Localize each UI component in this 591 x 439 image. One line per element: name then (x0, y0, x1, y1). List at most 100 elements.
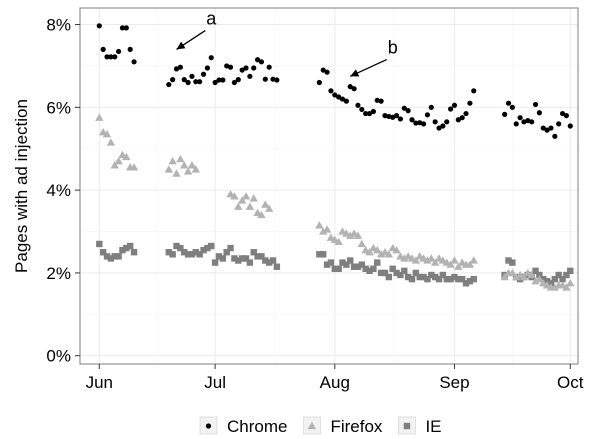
chrome-point (328, 88, 334, 94)
ie-point (96, 240, 103, 248)
firefox-point (249, 194, 258, 202)
chrome-point (200, 71, 207, 77)
chrome-point (556, 121, 562, 127)
chrome-point (409, 117, 415, 123)
ie-point (532, 267, 539, 275)
annotation-b-arrowhead (350, 69, 360, 77)
ie-point (408, 275, 416, 283)
firefox-point (376, 250, 386, 258)
chrome-point (517, 115, 523, 121)
chrome-point (455, 117, 461, 123)
ie-point (466, 278, 474, 285)
firefox-point (469, 256, 478, 264)
firefox-point (392, 245, 401, 254)
chrome-point (451, 102, 458, 108)
firefox-point (562, 283, 571, 291)
firefox-point (346, 231, 355, 239)
ie-point (107, 255, 115, 262)
ie-point (393, 269, 400, 277)
ie-point (103, 253, 111, 260)
chrome-point (440, 123, 446, 129)
firefox-point (411, 256, 421, 264)
legend-item-ie: IE (398, 416, 442, 436)
ie-point (254, 253, 261, 260)
ie-point (115, 253, 122, 260)
chrome-point (239, 67, 245, 73)
firefox-point (183, 167, 193, 175)
chrome-point (540, 125, 546, 131)
firefox-point (465, 260, 475, 268)
ie-point (320, 251, 327, 258)
ie-point (327, 259, 335, 266)
firefox-point (508, 268, 517, 277)
ie-point (458, 275, 466, 283)
chrome-point (119, 25, 126, 31)
firefox-point (95, 113, 104, 121)
legend-label-chrome: Chrome (227, 417, 287, 436)
ie-point (192, 249, 200, 256)
ie-point (173, 242, 180, 250)
firefox-point (566, 279, 575, 287)
firefox-point (535, 274, 544, 283)
chrome-point (251, 65, 257, 71)
chrome-point (100, 46, 106, 52)
chrome-point (536, 110, 542, 116)
ie-point (389, 265, 396, 272)
firefox-point (446, 260, 455, 268)
ie-point (258, 253, 265, 260)
ie-point (331, 265, 338, 272)
firefox-point (257, 210, 266, 219)
firefox-point (512, 272, 521, 281)
ie-point (385, 273, 393, 281)
chrome-point (227, 64, 234, 70)
ie-point (401, 267, 408, 275)
firefox-point (423, 256, 432, 264)
ie-point (335, 265, 342, 272)
firefox-point (365, 248, 374, 256)
chrome-point (243, 65, 249, 71)
chrome-point (189, 73, 195, 79)
ie-point (246, 259, 254, 266)
firefox-point (230, 192, 239, 200)
firefox-point (114, 156, 123, 165)
ie-point (555, 271, 562, 279)
chrome-point (254, 57, 261, 63)
chrome-point (509, 104, 515, 110)
chrome-point (405, 108, 411, 114)
chrome-point (529, 119, 535, 125)
chrome-point (212, 79, 218, 86)
chrome-point (374, 97, 380, 103)
chrome-point (104, 54, 110, 60)
ie-point (354, 263, 362, 270)
chrome-point (96, 23, 102, 29)
chrome-point (131, 59, 137, 65)
firefox-point (264, 204, 274, 212)
chrome-point (444, 119, 450, 125)
ie-point (428, 271, 435, 279)
ie-point (265, 259, 273, 266)
chrome-point (513, 121, 519, 127)
chrome-point (363, 110, 369, 117)
chrome-point (185, 79, 191, 86)
chrome-point (208, 55, 214, 61)
ie-point (563, 271, 570, 279)
firefox-point (527, 270, 536, 279)
annotations: ab (176, 9, 398, 77)
firefox-point (384, 250, 394, 258)
chrome-point (258, 59, 265, 65)
ie-point (215, 253, 223, 260)
firefox-point (357, 239, 367, 248)
firefox-point (261, 200, 270, 208)
ie-point (412, 269, 420, 277)
ie-point (123, 244, 130, 252)
ie-point (119, 246, 126, 254)
firefox-point (102, 130, 112, 138)
chrome-point (563, 113, 570, 119)
ie-point (165, 249, 172, 256)
firefox-point (106, 138, 116, 146)
ie-point (416, 273, 423, 281)
ie-point (381, 269, 389, 277)
ie-point (462, 280, 470, 287)
chrome-point (428, 104, 434, 110)
ie-point (169, 251, 176, 258)
